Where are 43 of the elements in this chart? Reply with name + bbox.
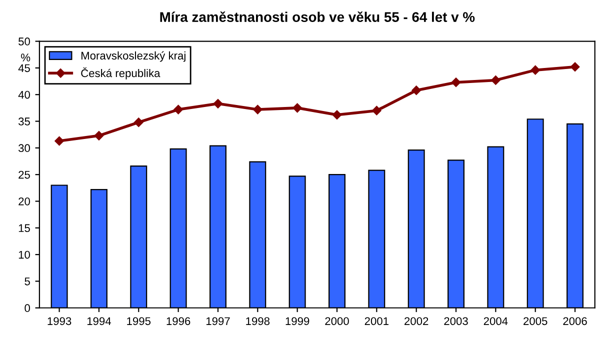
point bbox=[412, 86, 421, 95]
x-tick-label: 1995 bbox=[127, 317, 151, 326]
y-tick-label: 15 bbox=[18, 224, 30, 232]
y-tick-label: 30 bbox=[18, 144, 30, 152]
point bbox=[451, 78, 461, 87]
y-tick-label: 5 bbox=[24, 278, 30, 286]
point bbox=[570, 62, 580, 72]
y-tick-label: 40 bbox=[18, 90, 30, 99]
point bbox=[491, 76, 500, 85]
point bbox=[213, 99, 223, 108]
point bbox=[134, 118, 144, 127]
point bbox=[253, 104, 262, 114]
y-tick-label: 0 bbox=[24, 304, 30, 312]
point bbox=[292, 103, 302, 113]
x-tick-label: 2005 bbox=[524, 317, 548, 326]
x-tick-label: 1993 bbox=[48, 317, 72, 326]
y-tick-label: 25 bbox=[18, 170, 30, 179]
y-tick-label: 20 bbox=[18, 198, 30, 206]
x-tick-label: 1998 bbox=[246, 317, 270, 326]
x-tick-label: 2006 bbox=[563, 317, 587, 326]
x-tick-label: 1994 bbox=[87, 317, 111, 326]
y-tick-label: 35 bbox=[18, 118, 30, 126]
chart-title: Míra zaměstnanosti osob ve věku 55 - 64 let v % bbox=[160, 11, 475, 22]
x-tick-label: 2003 bbox=[444, 317, 468, 326]
point bbox=[332, 110, 342, 120]
x-tick-label: 2000 bbox=[325, 317, 349, 326]
x-tick-label: 1999 bbox=[286, 317, 310, 326]
x-tick-label: 1997 bbox=[206, 317, 230, 326]
y-axis-title: % bbox=[21, 54, 30, 62]
point bbox=[174, 104, 183, 114]
point bbox=[530, 65, 540, 75]
y-tick-label: 45 bbox=[18, 64, 30, 72]
x-tick-label: 2001 bbox=[364, 317, 388, 326]
point bbox=[372, 106, 382, 116]
legend-label: Moravskoslezský kraj bbox=[81, 51, 186, 62]
y-tick-label: 50 bbox=[18, 38, 30, 46]
x-tick-label: 2004 bbox=[484, 317, 508, 326]
point bbox=[54, 136, 64, 146]
legend-label: Česká republika bbox=[81, 67, 160, 80]
x-tick-label: 2002 bbox=[404, 317, 428, 326]
x-tick-label: 1996 bbox=[166, 317, 190, 326]
point bbox=[94, 131, 104, 140]
y-tick-label: 10 bbox=[18, 250, 30, 259]
